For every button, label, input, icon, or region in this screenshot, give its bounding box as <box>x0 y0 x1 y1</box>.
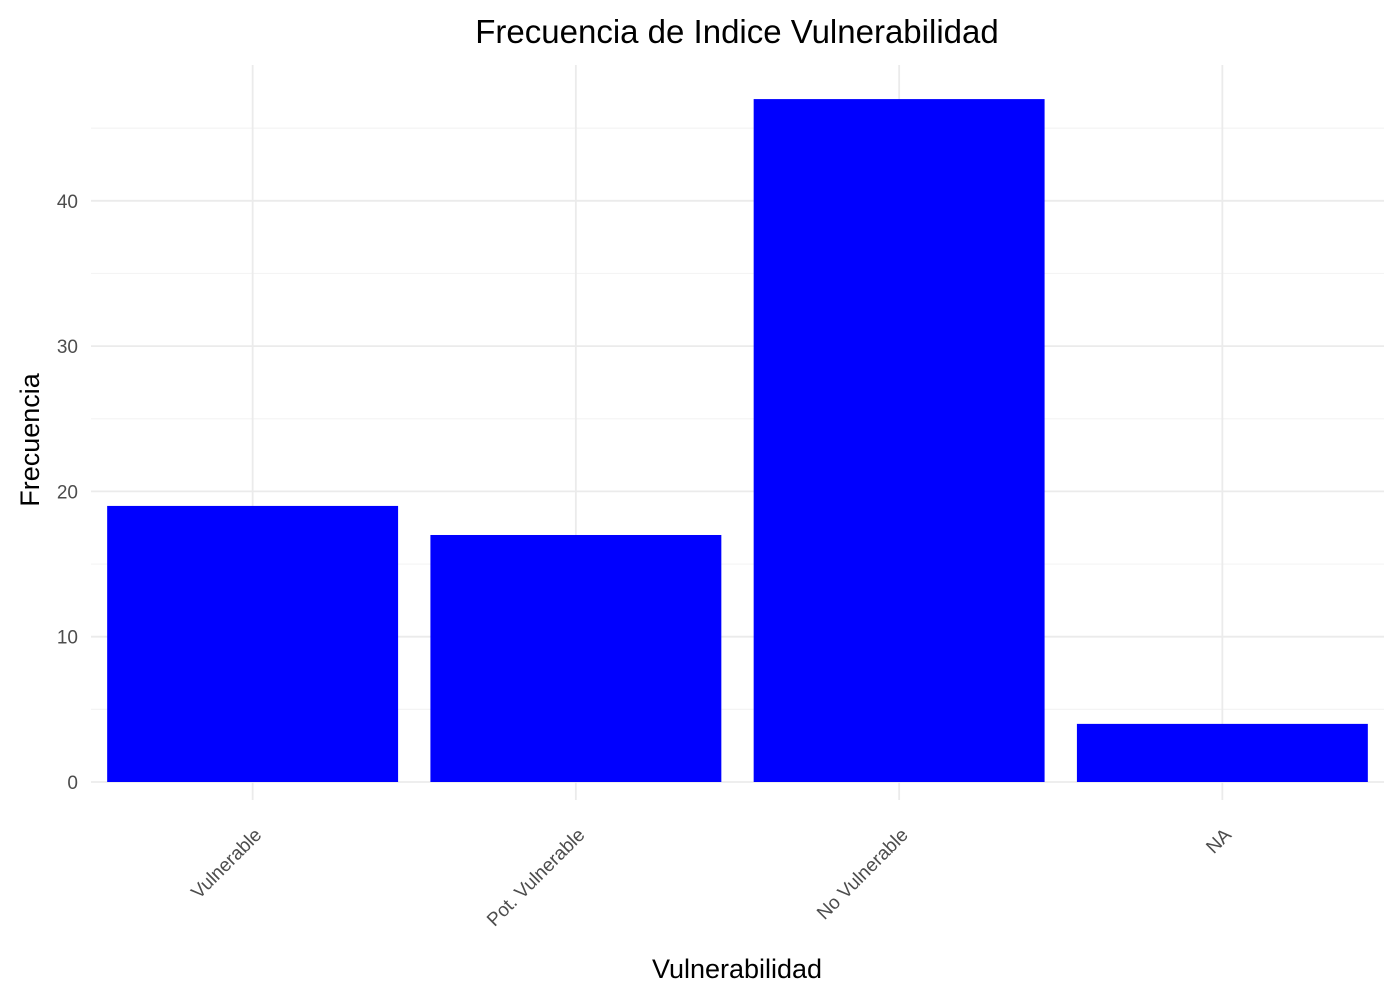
x-axis-title: Vulnerabilidad <box>652 954 822 984</box>
x-tick-label: Pot. Vulnerable <box>483 825 589 931</box>
y-tick-label: 10 <box>57 628 78 649</box>
y-axis-title: Frecuencia <box>15 372 45 507</box>
y-axis-ticks: 0 10 20 30 40 <box>57 192 78 794</box>
y-tick-label: 20 <box>57 482 78 503</box>
x-tick-label: No Vulnerable <box>813 825 913 925</box>
x-axis-ticks: Vulnerable Pot. Vulnerable No Vulnerable NA <box>188 824 1237 930</box>
bar-vulnerable <box>107 505 399 782</box>
bar-no-vulnerable <box>753 99 1045 783</box>
chart-title: Frecuencia de Indice Vulnerabilidad <box>475 13 998 50</box>
y-tick-label: 30 <box>57 337 78 358</box>
x-tick-label: Vulnerable <box>188 825 267 904</box>
x-tick-label: NA <box>1202 824 1236 858</box>
y-tick-label: 0 <box>67 773 78 794</box>
bars <box>107 99 1368 783</box>
y-tick-label: 40 <box>57 192 78 213</box>
bar-pot-vulnerable <box>430 534 722 782</box>
bar-na <box>1076 723 1368 782</box>
